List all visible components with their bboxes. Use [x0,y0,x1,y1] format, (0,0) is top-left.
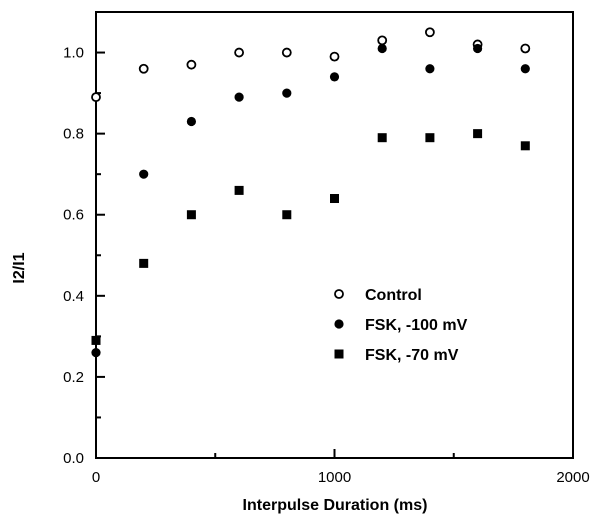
y-tick-label: 1.0 [63,45,84,62]
y-axis-ticks: 0.0 0.2 0.4 0.6 0.8 1.0 [63,11,105,467]
y-tick-label: 0.8 [63,126,84,143]
data-point [281,47,292,58]
data-point [186,210,196,220]
y-tick-label: 0.6 [63,207,84,224]
y-tick-label: 0.4 [63,288,84,305]
data-point [139,258,149,268]
data-point [329,72,340,82]
data-point [138,63,149,74]
y-tick-label: 0.0 [63,450,84,467]
data-point [234,47,245,58]
data-point [377,35,388,46]
data-point [520,141,530,151]
series-2 [91,129,530,345]
data-point [282,210,292,220]
data-point [425,133,435,143]
data-point [330,194,339,204]
data-point [91,347,101,358]
y-tick-label: 0.2 [63,369,84,386]
series-0 [91,27,531,103]
legend-marker [334,289,344,299]
data-point [473,129,483,139]
data-point [377,43,387,54]
data-point [186,59,197,70]
data-point [282,88,292,98]
legend: Control FSK, -100 mV FSK, -70 mV [334,287,468,364]
legend-marker [334,349,344,359]
data-point [425,64,435,74]
data-point [91,335,101,345]
y-axis-label: I2/I1 [11,252,28,283]
legend-entry-label: FSK, -100 mV [365,317,468,334]
legend-entry-label: FSK, -70 mV [365,347,459,364]
legend-marker [334,319,344,329]
x-tick-label: 2000 [556,469,589,486]
data-point [520,64,530,74]
data-point [139,169,149,179]
data-point [329,51,340,62]
data-point [234,92,244,102]
data-point [424,27,435,38]
x-tick-label: 0 [92,469,100,486]
data-point [473,43,483,54]
data-points [91,27,531,358]
x-axis-ticks: 0 1000 2000 [92,449,590,486]
legend-entry-label: Control [365,287,422,304]
x-axis-label: Interpulse Duration (ms) [243,497,428,514]
data-point [520,43,531,54]
data-point [186,116,196,127]
data-point [234,185,244,195]
data-point [91,92,101,103]
data-point [377,133,387,143]
x-tick-label: 1000 [318,469,351,486]
series-1 [91,43,530,358]
